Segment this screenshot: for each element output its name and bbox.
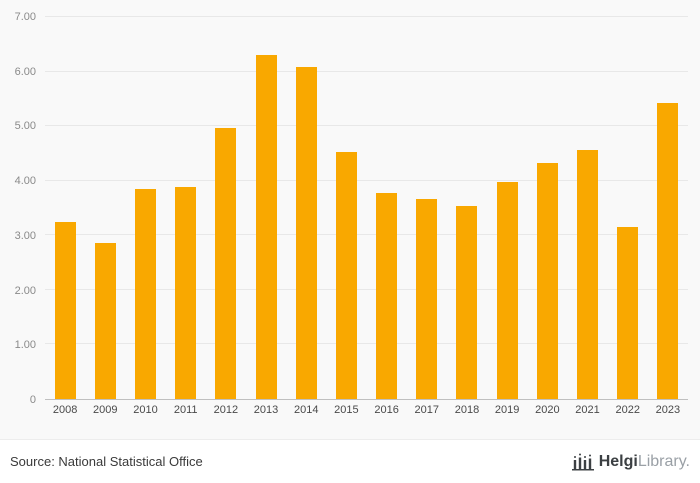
x-tick-label: 2017 [414, 404, 440, 416]
gridline [45, 288, 688, 290]
bar-chart: 7.00 6.00 5.00 4.00 3.00 2.00 1.00 0 2008 2009 20… [0, 11, 688, 424]
y-tick-label: 3.00 [14, 229, 36, 242]
y-tick-label: 4.00 [14, 175, 36, 188]
x-tick-label: 2008 [52, 404, 78, 416]
x-tick-label: 2019 [494, 404, 520, 416]
bar-2017 [416, 198, 438, 399]
logo-text-helgi: Helgi [598, 452, 638, 470]
bar-2020 [536, 162, 558, 399]
y-tick-label: 7.00 [14, 11, 36, 23]
logo-text: HelgiLibrary. [599, 453, 690, 471]
bar-2010 [134, 188, 156, 399]
x-tick-label: 2009 [93, 404, 118, 416]
plot-area [45, 16, 688, 400]
bar-2014 [295, 67, 317, 399]
helgi-library-logo: HelgiLibrary. [571, 453, 690, 471]
footer: Source: National Statistical Office Helg… [0, 439, 700, 483]
gridline [45, 179, 688, 181]
bar-2013 [255, 55, 277, 399]
x-tick-label: 2011 [173, 404, 198, 416]
bar-2023 [657, 103, 679, 399]
y-tick-label: 6.00 [14, 65, 36, 78]
x-tick-label: 2010 [133, 404, 158, 416]
x-tick-label: 2016 [374, 404, 399, 416]
bar-2011 [175, 187, 197, 399]
bar-2015 [335, 151, 357, 399]
helgi-logo-icon [571, 453, 594, 471]
bar-2016 [376, 193, 398, 399]
bar-2008 [54, 221, 76, 399]
y-tick-label: 5.00 [14, 120, 36, 133]
gridline [45, 16, 688, 17]
y-tick-label: 2.00 [14, 284, 36, 297]
bar-2019 [496, 181, 518, 399]
y-tick-label: 1.00 [14, 339, 36, 352]
bar-2021 [577, 149, 599, 399]
gridline [45, 343, 688, 345]
x-tick-label: 2013 [253, 404, 279, 416]
bars-container [45, 17, 688, 399]
x-tick-label: 2020 [535, 404, 560, 416]
x-tick-label: 2023 [655, 404, 681, 416]
gridline [45, 125, 688, 127]
y-axis: 7.00 6.00 5.00 4.00 3.00 2.00 1.00 0 [0, 11, 40, 406]
y-tick-label: 0 [29, 394, 36, 406]
gridline [45, 234, 688, 236]
x-tick-label: 2015 [334, 404, 359, 416]
bar-2018 [456, 206, 478, 399]
x-tick-label: 2022 [615, 404, 640, 416]
source-text: Source: National Statistical Office [10, 454, 203, 469]
bar-2009 [94, 243, 116, 399]
x-axis: 2008 2009 2010 2011 2012 2013 2014 2015 2016 2017… [45, 404, 688, 424]
bar-2022 [617, 227, 639, 399]
x-tick-label: 2021 [575, 404, 600, 416]
x-tick-label: 2014 [293, 404, 319, 416]
x-tick-label: 2012 [213, 404, 239, 416]
bar-2012 [215, 127, 237, 399]
gridline [45, 70, 688, 72]
x-tick-label: 2018 [454, 404, 480, 416]
logo-text-library: Library. [637, 452, 690, 470]
